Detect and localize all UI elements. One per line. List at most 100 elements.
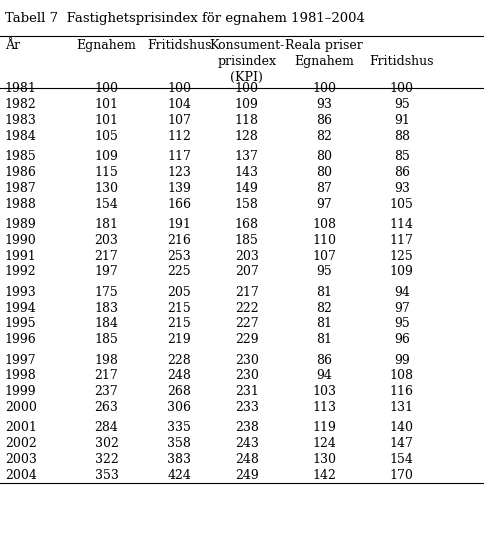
Text: 88: 88 [393, 129, 410, 143]
Text: 358: 358 [167, 437, 191, 451]
Text: 228: 228 [167, 354, 191, 367]
Text: 217: 217 [94, 250, 119, 262]
Text: 215: 215 [167, 301, 191, 315]
Text: 1993: 1993 [5, 286, 37, 299]
Text: 197: 197 [94, 265, 119, 279]
Text: 230: 230 [235, 354, 259, 367]
Text: 383: 383 [167, 453, 191, 466]
Text: 203: 203 [235, 250, 259, 262]
Text: 105: 105 [390, 197, 414, 211]
Text: 185: 185 [94, 333, 119, 347]
Text: 249: 249 [235, 469, 259, 482]
Text: 137: 137 [235, 150, 259, 163]
Text: 1985: 1985 [5, 150, 37, 163]
Text: 2002: 2002 [5, 437, 37, 451]
Text: 302: 302 [94, 437, 119, 451]
Text: 154: 154 [390, 453, 414, 466]
Text: 80: 80 [316, 150, 333, 163]
Text: 217: 217 [235, 286, 259, 299]
Text: 248: 248 [167, 369, 191, 383]
Text: 101: 101 [94, 98, 119, 111]
Text: 1991: 1991 [5, 250, 37, 262]
Text: 335: 335 [167, 421, 191, 434]
Text: 1990: 1990 [5, 233, 37, 247]
Text: 96: 96 [394, 333, 409, 347]
Text: 233: 233 [235, 401, 259, 414]
Text: 154: 154 [94, 197, 119, 211]
Text: 424: 424 [167, 469, 191, 482]
Text: 130: 130 [312, 453, 336, 466]
Text: 109: 109 [94, 150, 119, 163]
Text: 185: 185 [235, 233, 259, 247]
Text: prisindex: prisindex [217, 54, 276, 68]
Text: 217: 217 [94, 369, 119, 383]
Text: 2001: 2001 [5, 421, 37, 434]
Text: 147: 147 [390, 437, 414, 451]
Text: 97: 97 [317, 197, 332, 211]
Text: 205: 205 [167, 286, 191, 299]
Text: 1994: 1994 [5, 301, 37, 315]
Text: 1986: 1986 [5, 165, 37, 179]
Text: 1983: 1983 [5, 114, 37, 127]
Text: 105: 105 [94, 129, 119, 143]
Text: 230: 230 [235, 369, 259, 383]
Text: 191: 191 [167, 218, 191, 231]
Text: 100: 100 [312, 82, 336, 95]
Text: 91: 91 [394, 114, 409, 127]
Text: 86: 86 [316, 114, 333, 127]
Text: 99: 99 [394, 354, 409, 367]
Text: Egnahem: Egnahem [294, 54, 354, 68]
Text: 97: 97 [394, 301, 409, 315]
Text: 1981: 1981 [5, 82, 37, 95]
Text: 222: 222 [235, 301, 258, 315]
Text: 112: 112 [167, 129, 191, 143]
Text: 166: 166 [167, 197, 191, 211]
Text: 243: 243 [235, 437, 259, 451]
Text: 183: 183 [94, 301, 119, 315]
Text: 322: 322 [94, 453, 119, 466]
Text: 124: 124 [312, 437, 336, 451]
Text: 86: 86 [316, 354, 333, 367]
Text: 2004: 2004 [5, 469, 37, 482]
Text: Egnahem: Egnahem [76, 39, 136, 52]
Text: 1996: 1996 [5, 333, 37, 347]
Text: 94: 94 [394, 286, 409, 299]
Text: 109: 109 [390, 265, 414, 279]
Text: 116: 116 [390, 385, 414, 398]
Text: 81: 81 [316, 333, 333, 347]
Text: 94: 94 [317, 369, 332, 383]
Text: 237: 237 [94, 385, 119, 398]
Text: 93: 93 [394, 182, 409, 195]
Text: 142: 142 [312, 469, 336, 482]
Text: 268: 268 [167, 385, 191, 398]
Text: 1998: 1998 [5, 369, 37, 383]
Text: 81: 81 [316, 286, 333, 299]
Text: 139: 139 [167, 182, 191, 195]
Text: 108: 108 [390, 369, 414, 383]
Text: 100: 100 [167, 82, 191, 95]
Text: 95: 95 [394, 98, 409, 111]
Text: 184: 184 [94, 317, 119, 330]
Text: 149: 149 [235, 182, 259, 195]
Text: 95: 95 [317, 265, 332, 279]
Text: 93: 93 [317, 98, 332, 111]
Text: 95: 95 [394, 317, 409, 330]
Text: 1987: 1987 [5, 182, 37, 195]
Text: 225: 225 [167, 265, 191, 279]
Text: 284: 284 [94, 421, 119, 434]
Text: 1988: 1988 [5, 197, 37, 211]
Text: Reala priser: Reala priser [286, 39, 363, 52]
Text: 82: 82 [317, 301, 332, 315]
Text: 101: 101 [94, 114, 119, 127]
Text: 86: 86 [393, 165, 410, 179]
Text: 81: 81 [316, 317, 333, 330]
Text: 107: 107 [167, 114, 191, 127]
Text: 219: 219 [167, 333, 191, 347]
Text: 248: 248 [235, 453, 259, 466]
Text: 104: 104 [167, 98, 191, 111]
Text: 229: 229 [235, 333, 258, 347]
Text: 2000: 2000 [5, 401, 37, 414]
Text: 117: 117 [390, 233, 414, 247]
Text: 140: 140 [390, 421, 414, 434]
Text: 306: 306 [167, 401, 191, 414]
